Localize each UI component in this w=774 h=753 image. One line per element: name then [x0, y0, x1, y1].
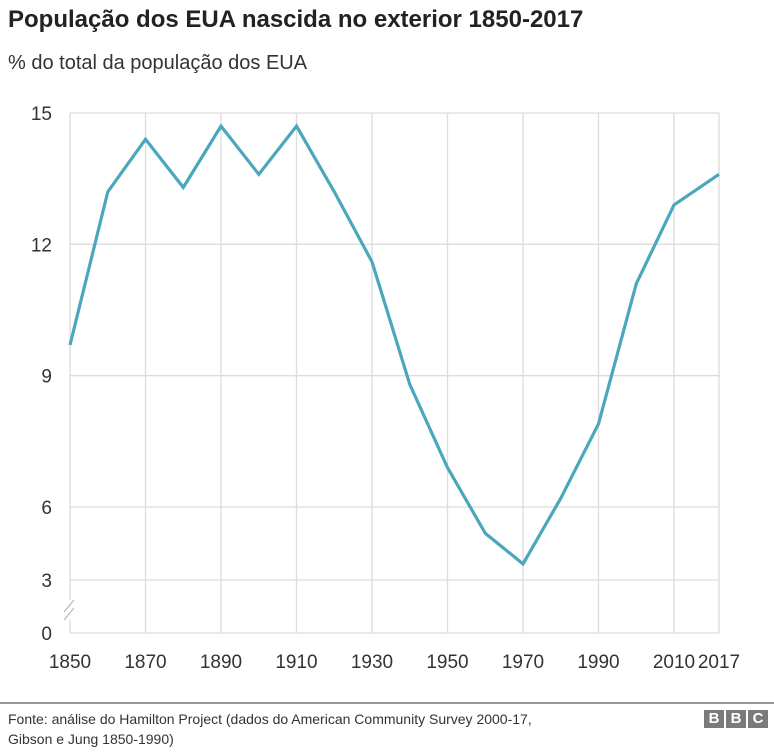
x-tick-label: 1890 — [200, 652, 242, 673]
source-line-2: Gibson e Jung 1850-1990) — [8, 731, 174, 747]
x-tick-label: 2017 — [698, 652, 740, 673]
x-tick-label: 1870 — [124, 652, 166, 673]
y-tick-label: 6 — [41, 498, 52, 519]
x-tick-label: 1910 — [275, 652, 317, 673]
y-tick-label: 12 — [31, 235, 52, 256]
y-tick-label: 0 — [41, 624, 52, 645]
y-tick-label: 3 — [41, 571, 52, 592]
chart-title: População dos EUA nascida no exterior 18… — [8, 6, 584, 33]
line-chart: 15 12 9 6 3 0 1850 1870 1890 1910 1930 1950 1970 1990… — [31, 104, 740, 673]
x-tick-label: 1990 — [577, 652, 619, 673]
x-tick-label: 1950 — [426, 652, 468, 673]
x-tick-label: 1850 — [49, 652, 91, 673]
footer-divider — [0, 702, 774, 704]
x-tick-label: 2010 — [653, 652, 695, 673]
series-line — [68, 123, 720, 567]
chart-subtitle: % do total da população dos EUA — [8, 52, 308, 74]
source-line-1: Fonte: análise do Hamilton Project (dado… — [8, 711, 532, 727]
source-note: Fonte: análise do Hamilton Project (dado… — [8, 709, 648, 749]
y-tick-label: 15 — [31, 104, 52, 125]
x-tick-label: 1930 — [351, 652, 393, 673]
y-tick-label: 9 — [41, 367, 52, 388]
x-tick-label: 1970 — [502, 652, 544, 673]
axis-break-gap — [64, 600, 76, 620]
axis-break-mark — [63, 607, 75, 621]
axis-break-mark — [63, 599, 75, 613]
